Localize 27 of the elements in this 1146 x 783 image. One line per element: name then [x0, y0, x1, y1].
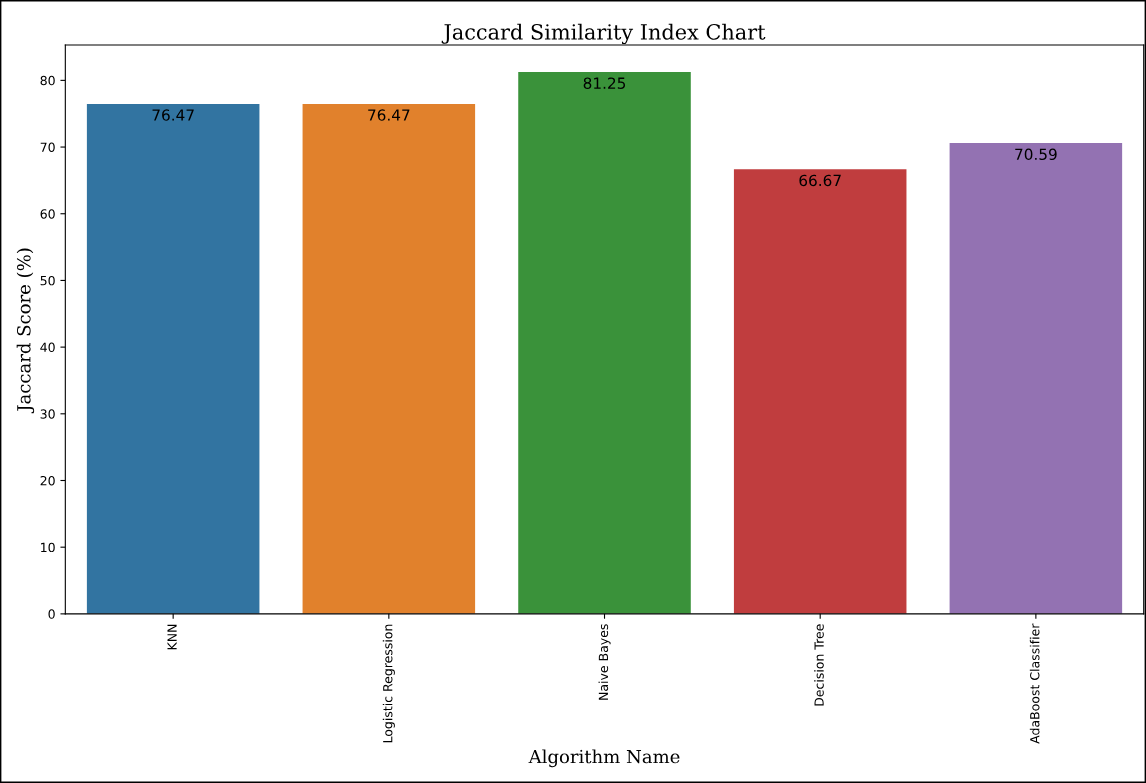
y-tick-label: 80 — [40, 75, 55, 86]
y-tick-label: 30 — [40, 409, 55, 419]
y-axis-title: Jaccard Score (%) — [16, 248, 35, 414]
data-label: 76.47 — [152, 109, 194, 121]
data-label: 81.25 — [583, 77, 626, 89]
y-tick-label: 60 — [40, 209, 55, 219]
bar — [733, 169, 907, 614]
x-axis-title: Algorithm Name — [528, 749, 680, 768]
bar — [302, 103, 476, 614]
x-tick-label: Naive Bayes — [598, 624, 611, 700]
y-tick-label: 0 — [48, 609, 55, 619]
x-tick-label: AdaBoost Classifier — [1029, 623, 1040, 744]
y-tick-label: 10 — [41, 542, 55, 553]
bar — [949, 143, 1123, 614]
x-tick-label: Decision Tree — [814, 624, 824, 706]
y-tick-label: 50 — [40, 275, 55, 286]
data-label: 76.47 — [368, 109, 410, 121]
y-tick-label: 70 — [40, 142, 55, 152]
x-tick-label: Logistic Regression — [382, 624, 395, 743]
y-tick-label: 20 — [40, 475, 55, 486]
chart-title: Jaccard Similarity Index Chart — [441, 23, 766, 45]
x-tick-label: KNN — [167, 624, 177, 650]
data-label: 70.59 — [1015, 148, 1057, 161]
bar — [86, 103, 260, 614]
y-tick-label: 40 — [40, 342, 55, 353]
bar — [518, 72, 691, 614]
data-label: 66.67 — [799, 174, 841, 187]
